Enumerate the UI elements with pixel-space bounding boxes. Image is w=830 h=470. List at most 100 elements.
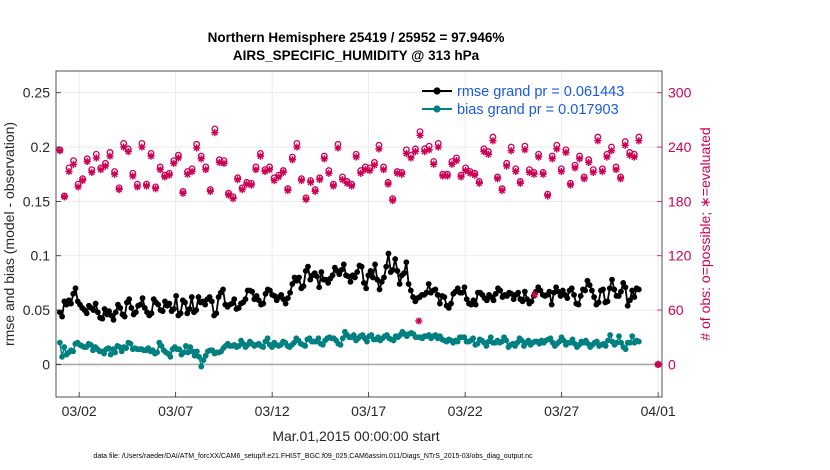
rmse-point <box>383 263 390 270</box>
rmse-point <box>128 304 135 311</box>
bias-point <box>514 339 521 346</box>
bias-point <box>87 341 94 348</box>
evaluated-point <box>88 168 96 177</box>
evaluated-point <box>297 176 306 185</box>
rmse-point <box>374 276 381 283</box>
x-tick-label: 03/07 <box>158 403 193 419</box>
bias-point <box>350 332 357 338</box>
evaluated-point <box>580 175 588 183</box>
right-axis-label: # of obs: o=possible; ∗=evaluated <box>697 127 713 340</box>
evaluated-point <box>206 187 214 196</box>
rmse-point <box>423 289 430 296</box>
rmse-point <box>629 287 636 294</box>
bias-point <box>368 332 375 338</box>
bias-point <box>235 343 242 349</box>
rmse-point <box>213 310 220 317</box>
bias-point <box>202 352 209 359</box>
evaluated-point <box>480 147 488 156</box>
evaluated-point <box>224 191 233 199</box>
rmse-point <box>497 287 504 294</box>
rmse-point <box>508 290 515 297</box>
evaluated-point <box>156 166 164 174</box>
rmse-point <box>215 294 222 300</box>
evaluated-point <box>598 167 606 176</box>
legend-bias-label: bias grand pr = 0.017903 <box>457 102 619 118</box>
rmse-point <box>68 300 74 307</box>
evaluated-point <box>430 160 438 168</box>
rmse-point <box>188 294 195 300</box>
outlier-star-point <box>531 291 539 299</box>
rmse-point <box>287 289 294 296</box>
rmse-point <box>195 294 202 300</box>
x-axis-ticks: 03/02 03/07 03/12 03/17 03/22 03/27 04/01 <box>62 392 676 419</box>
bias-point <box>158 343 165 349</box>
rmse-point <box>72 285 79 292</box>
evaluated-point <box>357 169 365 177</box>
rmse-point <box>137 301 144 308</box>
evaluated-point <box>416 131 424 139</box>
evaluated-point <box>370 161 379 169</box>
rmse-point <box>524 296 530 303</box>
evaluated-point <box>161 173 169 181</box>
bias-point <box>461 334 468 341</box>
rmse-point <box>83 310 90 317</box>
bias-point <box>59 353 65 360</box>
evaluated-point <box>193 144 201 152</box>
rmse-point <box>132 309 139 316</box>
rmse-point <box>316 284 323 291</box>
bias-point <box>622 346 629 353</box>
rmse-point <box>546 288 553 295</box>
right-axis-ticks: 0 60 120 180 240 300 <box>657 85 692 372</box>
rmse-point <box>345 273 352 280</box>
bias-point <box>525 337 532 344</box>
rmse-point <box>220 286 226 293</box>
legend-rmse-label: rmse grand pr = 0.061443 <box>457 84 624 100</box>
rmse-point <box>521 288 528 295</box>
evaluated-point <box>566 181 575 189</box>
evaluated-point <box>229 195 237 203</box>
rmse-point <box>591 294 598 300</box>
bias-point <box>635 338 642 345</box>
rmse-point <box>432 286 439 293</box>
evaluated-point <box>120 143 128 151</box>
right-tick-label: 300 <box>668 85 692 101</box>
rmse-point <box>365 272 372 279</box>
evaluated-point <box>83 157 91 166</box>
bias-point <box>503 337 510 344</box>
evaluated-point <box>247 181 255 189</box>
rmse-point <box>101 306 108 312</box>
rmse-point <box>314 273 320 280</box>
evaluated-point <box>402 149 410 158</box>
series-rmse <box>56 250 642 323</box>
right-tick-label: 60 <box>668 302 684 318</box>
rmse-point <box>70 290 77 297</box>
rmse-point <box>492 290 499 297</box>
chart-title-line-2: AIRS_SPECIFIC_HUMIDITY @ 313 hPa <box>233 48 480 63</box>
evaluated-point <box>338 176 347 184</box>
rmse-point <box>470 297 477 304</box>
outlier-star-point <box>415 317 423 325</box>
rmse-point <box>242 296 249 303</box>
evaluated-point <box>147 152 155 160</box>
rmse-point <box>436 300 443 307</box>
rmse-point <box>202 301 209 308</box>
rmse-point <box>229 300 235 307</box>
bias-point <box>315 335 322 342</box>
bias-point <box>302 343 309 349</box>
evaluated-point <box>110 170 119 178</box>
rmse-point <box>472 301 479 308</box>
evaluated-point <box>174 154 182 162</box>
rmse-point <box>405 281 412 287</box>
evaluated-point <box>571 164 579 172</box>
rmse-point <box>575 301 582 308</box>
rmse-point <box>403 259 410 266</box>
rmse-point <box>347 278 354 285</box>
evaluated-point <box>448 160 456 168</box>
bias-point <box>112 349 119 356</box>
rmse-point <box>177 310 184 317</box>
bias-point <box>593 338 600 345</box>
bias-point <box>123 345 130 351</box>
evaluated-point <box>270 176 278 185</box>
evaluated-point <box>261 167 269 176</box>
